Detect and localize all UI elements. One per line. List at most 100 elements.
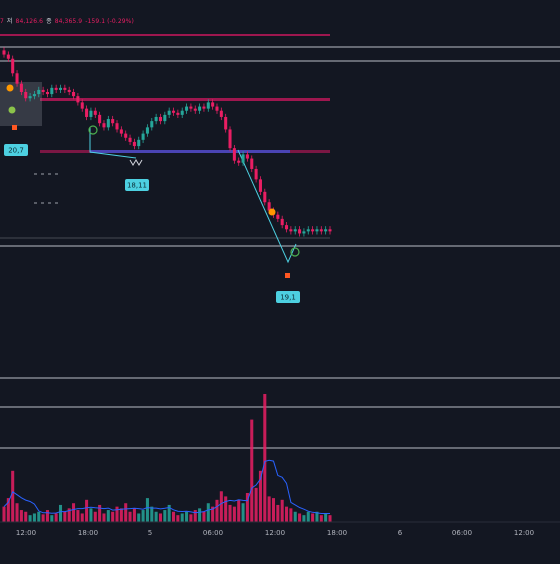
candle-body: [28, 96, 32, 99]
candle-body: [119, 129, 123, 134]
x-tick-label: 6: [398, 529, 403, 537]
volume-bar: [45, 510, 49, 522]
candle-body: [93, 110, 97, 115]
candle: [85, 105, 89, 121]
candle: [158, 113, 163, 125]
volume-bar: [324, 513, 328, 522]
candle-body: [276, 214, 280, 219]
candle: [2, 47, 6, 58]
candle-body: [250, 158, 254, 169]
volume-bar: [315, 511, 319, 522]
candle-body: [245, 154, 249, 159]
candle: [141, 130, 145, 143]
candle-body: [76, 96, 80, 103]
volume-bar: [185, 511, 189, 522]
x-tick-label: 18:00: [78, 529, 98, 537]
volume-bar: [137, 513, 141, 522]
candle-body: [163, 114, 167, 122]
candle: [115, 120, 119, 133]
candle: [241, 151, 245, 166]
x-tick-label: 12:00: [16, 529, 36, 537]
candle: [311, 226, 315, 235]
candle-body: [289, 229, 293, 232]
candle: [15, 70, 19, 87]
candle-body: [106, 119, 110, 128]
candle: [67, 86, 71, 96]
candle: [176, 109, 180, 118]
candle: [167, 107, 171, 118]
candle: [319, 226, 323, 235]
level-callout-label: 19,1: [280, 294, 296, 302]
candle-body: [115, 123, 119, 130]
candle: [206, 99, 210, 112]
candle: [137, 136, 141, 150]
signal-dot: [6, 84, 14, 92]
volume-bar: [54, 513, 58, 522]
volume-bar: [150, 506, 154, 522]
volume-bar: [267, 496, 271, 522]
volume-bar: [193, 510, 197, 522]
candle-body: [224, 116, 228, 130]
candle-body: [63, 87, 67, 90]
volume-bar: [158, 513, 163, 522]
candle-body: [198, 106, 202, 111]
volume-ma-line: [3, 459, 330, 514]
candle-body: [215, 106, 219, 111]
candle-body: [302, 231, 306, 234]
legend-close-label: 종: [46, 18, 52, 25]
candle: [24, 88, 28, 102]
candle: [315, 226, 319, 235]
volume-bar: [32, 513, 36, 522]
candle-body: [80, 102, 84, 109]
candle: [98, 111, 102, 127]
volume-bar: [228, 504, 232, 522]
legend-change: -159.1 (-0.29%): [85, 18, 134, 25]
candle-body: [45, 92, 49, 95]
level-callout: 20,7: [4, 144, 28, 156]
candle: [276, 211, 280, 222]
candle-body: [37, 89, 41, 95]
candle-body: [206, 102, 210, 109]
level-callout-box: [125, 179, 149, 191]
volume-bar: [289, 508, 293, 522]
candle: [50, 84, 54, 98]
volume-bar: [132, 508, 136, 522]
candle: [72, 88, 76, 100]
level-callout-box: [276, 291, 300, 303]
level-callout-label: 20,7: [8, 147, 24, 155]
candle-body: [154, 116, 158, 122]
candle-body: [267, 202, 271, 211]
candle-body: [306, 229, 310, 232]
candle-body: [145, 127, 149, 134]
candle-body: [189, 106, 193, 109]
volume-bar: [163, 510, 167, 522]
candle-body: [124, 133, 128, 138]
volume-bar: [180, 513, 184, 522]
candle: [111, 115, 115, 127]
candle: [41, 86, 45, 96]
level-callout-label: 18,11: [127, 182, 147, 190]
volume-bar: [72, 503, 76, 522]
candle-body: [241, 154, 245, 163]
volume-bar: [24, 511, 28, 522]
candle: [263, 188, 267, 206]
volume-bar: [106, 510, 110, 522]
volume-bar: [89, 508, 93, 522]
volume-bar: [219, 491, 223, 522]
candle: [102, 120, 106, 131]
candle: [198, 103, 202, 114]
volume-bar: [211, 506, 215, 522]
candle-body: [228, 129, 232, 149]
candle-body: [193, 108, 197, 111]
candle-body: [158, 116, 163, 122]
volume-bar: [80, 513, 84, 522]
candle: [119, 126, 123, 137]
level-callout-box: [4, 144, 28, 156]
volume-bar: [328, 515, 332, 522]
candle-body: [150, 121, 154, 128]
volume-bar: [215, 499, 219, 522]
x-tick-label: 12:00: [265, 529, 285, 537]
candle-body: [137, 139, 141, 147]
candle: [219, 107, 223, 121]
